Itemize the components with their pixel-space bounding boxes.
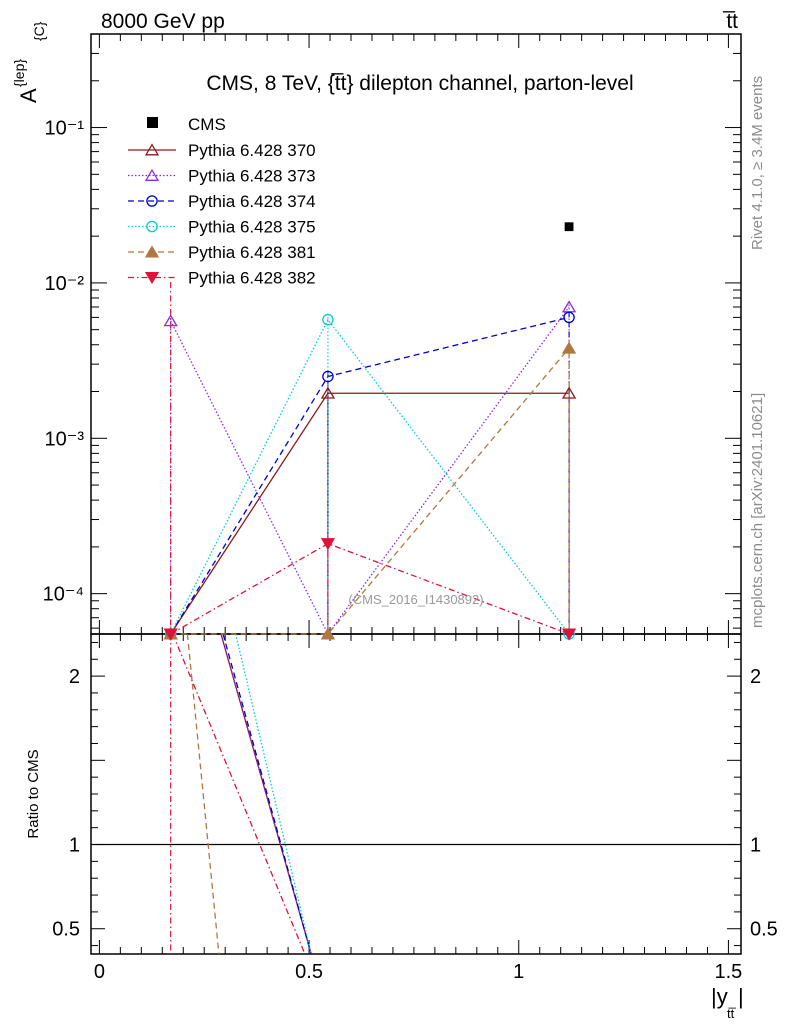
y-axis-title-sup: {lep} <box>11 59 27 87</box>
legend-label: Pythia 6.428 373 <box>188 167 316 186</box>
legend-marker <box>144 168 160 181</box>
ratio-y-tick-label-right: 2 <box>750 666 761 688</box>
legend-label-cms: CMS <box>188 115 226 134</box>
legend-label: Pythia 6.428 370 <box>188 141 316 160</box>
series-line <box>170 542 570 635</box>
ratio-series-lines <box>91 633 741 955</box>
chart-title: CMS, 8 TeV, {t̅t} dilepton channel, part… <box>206 72 633 95</box>
x-axis-title: |y tt̅ | <box>711 984 744 1021</box>
series-marker <box>561 300 577 313</box>
main-series-lines <box>170 282 570 636</box>
x-axis-title-sub: tt̅ <box>727 1006 736 1021</box>
series-line <box>170 318 570 635</box>
y-axis-title-sub: {C} <box>31 21 47 41</box>
series-marker <box>561 628 577 641</box>
ratio-y-axis-title: Ratio to CMS <box>25 749 42 838</box>
legend-marker-cms <box>147 117 158 128</box>
x-tick-label: 1.5 <box>715 961 743 983</box>
ratio-y-tick-label-right: 0.5 <box>750 919 778 941</box>
legend-marker <box>144 143 160 156</box>
legend-label: Pythia 6.428 382 <box>188 269 316 288</box>
header-left: 8000 GeV pp <box>101 10 225 33</box>
analysis-watermark: (CMS_2016_I1430892) <box>348 592 483 607</box>
legend-marker <box>146 220 158 233</box>
ratio-series-line <box>220 633 312 955</box>
legend-marker <box>144 272 160 285</box>
y-tick-label: 10⁻⁴ <box>43 584 84 606</box>
legend-label: Pythia 6.428 381 <box>188 243 316 262</box>
rivet-label: Rivet 4.1.0, ≥ 3.4M events <box>749 76 766 250</box>
ratio-series-line <box>222 633 312 955</box>
cms-data-point <box>564 222 574 232</box>
header-right: t̅t <box>722 10 738 33</box>
y-tick-label: 10⁻¹ <box>45 118 85 140</box>
y-axis-title: A {lep} {C} <box>11 21 47 103</box>
y-tick-label: 10⁻³ <box>45 428 85 450</box>
ratio-y-tick-label: 2 <box>69 666 80 688</box>
legend-label: Pythia 6.428 374 <box>188 192 316 211</box>
legend: CMS Pythia 6.428 370 Pythia 6.428 373 Pythi… <box>128 115 316 288</box>
x-tick-label: 1 <box>513 961 524 983</box>
ratio-y-tick-label: 1 <box>69 835 80 857</box>
ratio-series-line <box>186 633 220 955</box>
series-line <box>170 347 570 635</box>
ratio-panel-frame <box>90 633 742 955</box>
y-tick-label: 10⁻² <box>45 273 85 295</box>
series-marker <box>322 313 334 326</box>
x-tick-label: 0 <box>94 961 105 983</box>
legend-label: Pythia 6.428 375 <box>188 218 316 237</box>
series-marker <box>561 386 577 399</box>
mcplots-label: mcplots.cern.ch [arXiv:2401.10621] <box>749 393 766 628</box>
series-marker <box>561 341 577 354</box>
series-markers <box>163 222 577 641</box>
ratio-y-tick-label-right: 1 <box>750 835 761 857</box>
series-marker <box>322 370 334 383</box>
ratio-series-line <box>172 633 306 955</box>
series-marker <box>320 538 336 551</box>
axis-tick-labels: 0 0.5 1 1.5 10⁻⁴ 10⁻³ 10⁻² 10⁻¹ 0.5 0.5 1 1 2 2 <box>43 118 778 983</box>
series-line <box>170 316 570 635</box>
series-marker <box>163 314 178 327</box>
ratio-y-tick-label: 0.5 <box>52 919 80 941</box>
x-tick-label: 0.5 <box>295 961 323 983</box>
series-marker <box>563 311 575 324</box>
legend-marker <box>144 245 160 258</box>
x-axis-title-close: | <box>738 984 744 1009</box>
ratio-series-line <box>235 633 312 955</box>
series-marker <box>163 628 178 641</box>
x-axis-title-main: |y <box>711 984 728 1009</box>
legend-marker <box>146 195 158 207</box>
y-axis-title-main: A <box>16 88 41 103</box>
series-marker <box>320 386 336 399</box>
series-marker <box>320 627 336 640</box>
axis-ticks <box>91 33 741 954</box>
